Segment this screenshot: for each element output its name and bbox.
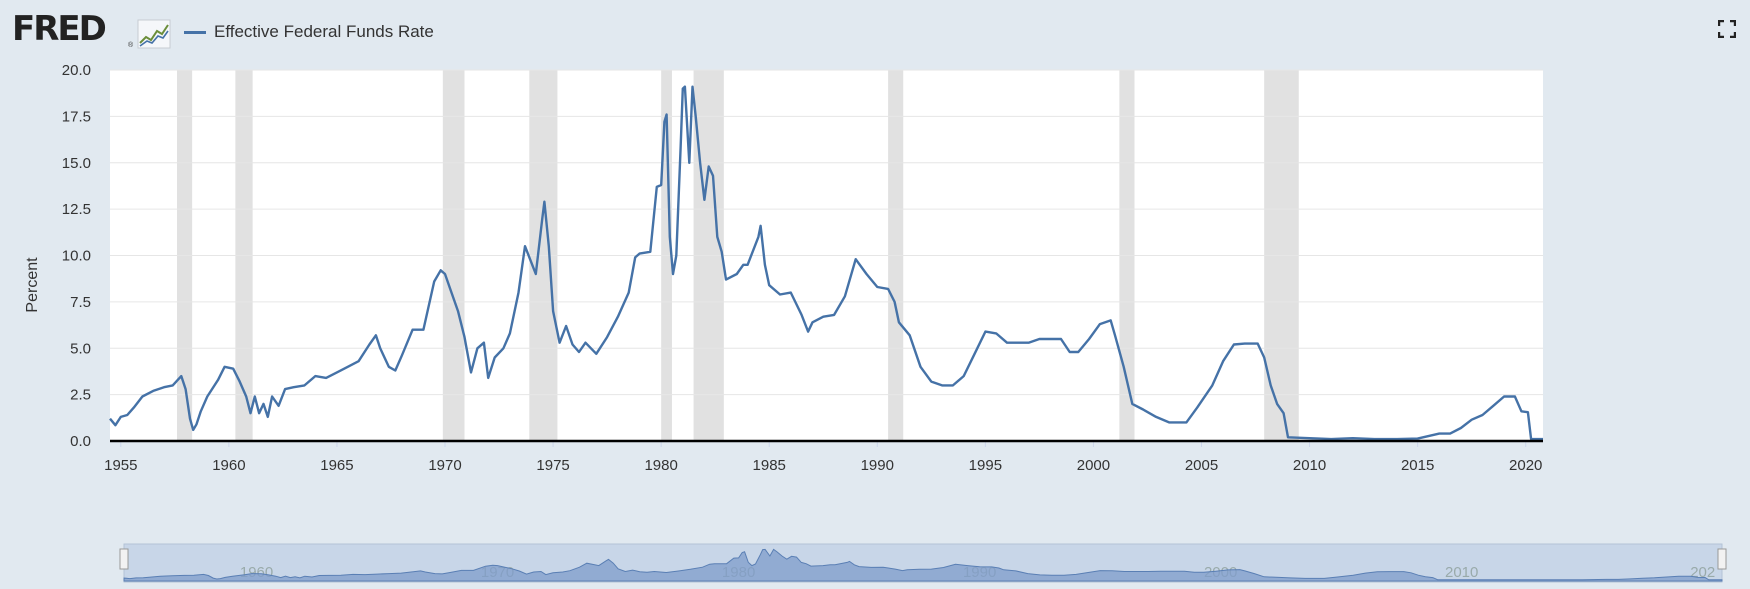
legend-series-swatch bbox=[184, 30, 206, 34]
y-tick-label: 5.0 bbox=[70, 340, 91, 357]
navigator-label: 2010 bbox=[1445, 564, 1478, 581]
y-tick-label: 15.0 bbox=[62, 155, 91, 172]
y-tick-label: 10.0 bbox=[62, 248, 91, 265]
range-navigator[interactable]: 196019701980199020002010202 bbox=[119, 543, 1727, 583]
x-tick-label: 2020 bbox=[1509, 457, 1542, 474]
chart-header: FRED ® Effective Federal Funds Rate bbox=[0, 0, 1750, 68]
x-tick-label: 2015 bbox=[1401, 457, 1434, 474]
x-tick-label: 1960 bbox=[212, 457, 245, 474]
x-tick-label: 2000 bbox=[1077, 457, 1110, 474]
x-tick-label: 1995 bbox=[969, 457, 1002, 474]
y-axis-ticks: 0.0 2.5 5.0 7.5 10.0 12.5 15.0 17.5 20.0 bbox=[62, 62, 91, 450]
x-axis-ticks: 1955 1960 1965 1970 1975 1980 1985 1990 1995 2000… bbox=[104, 441, 1542, 474]
registered-mark: ® bbox=[128, 42, 134, 49]
x-tick-label: 1970 bbox=[428, 457, 461, 474]
fred-logo[interactable]: FRED bbox=[12, 9, 107, 49]
y-tick-label: 0.0 bbox=[70, 433, 91, 450]
y-tick-label: 17.5 bbox=[62, 108, 91, 125]
x-tick-label: 1985 bbox=[753, 457, 786, 474]
x-tick-label: 2005 bbox=[1185, 457, 1218, 474]
legend[interactable]: Effective Federal Funds Rate bbox=[184, 22, 434, 42]
y-tick-label: 12.5 bbox=[62, 201, 91, 218]
y-tick-label: 2.5 bbox=[70, 387, 91, 404]
y-tick-label: 20.0 bbox=[62, 62, 91, 79]
x-tick-label: 1990 bbox=[861, 457, 894, 474]
gridlines bbox=[110, 69, 1543, 442]
x-tick-label: 1980 bbox=[644, 457, 677, 474]
legend-series-label: Effective Federal Funds Rate bbox=[214, 22, 434, 41]
x-tick-label: 1975 bbox=[536, 457, 569, 474]
x-tick-label: 1955 bbox=[104, 457, 137, 474]
navigator-handle-left[interactable] bbox=[119, 548, 129, 570]
navigator-series-area bbox=[123, 548, 1723, 582]
x-tick-label: 1965 bbox=[320, 457, 353, 474]
series-line-effective-federal-funds-rate[interactable] bbox=[109, 85, 1543, 441]
y-tick-label: 7.5 bbox=[70, 294, 91, 311]
navigator-handle-right[interactable] bbox=[1717, 548, 1727, 570]
x-tick-label: 2010 bbox=[1293, 457, 1326, 474]
logo-chart-icon bbox=[137, 19, 171, 49]
fullscreen-icon[interactable] bbox=[1718, 20, 1736, 38]
